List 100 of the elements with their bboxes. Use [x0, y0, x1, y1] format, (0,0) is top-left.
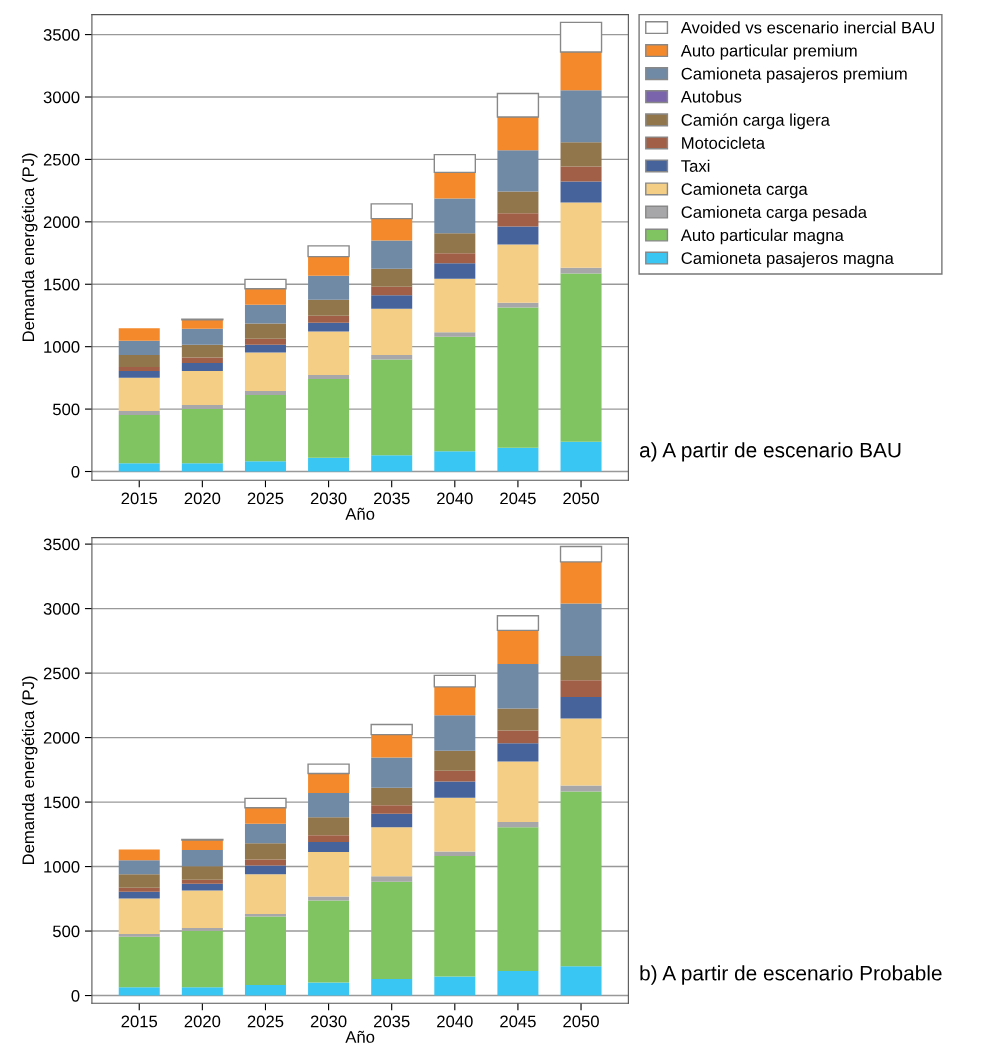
bar [371, 787, 413, 806]
bar [434, 851, 476, 857]
bar [371, 308, 413, 355]
y-tick-label: 0 [71, 465, 80, 478]
bar [497, 116, 539, 151]
bar [371, 757, 413, 788]
bar [496, 614, 540, 632]
y-tick-label: 1500 [44, 278, 80, 291]
bar [434, 856, 476, 977]
bar [560, 441, 602, 472]
bar [308, 817, 350, 836]
legend-label: Camión carga ligera [681, 113, 830, 130]
y-tick-label: 3000 [43, 91, 80, 104]
bar [308, 315, 350, 323]
x-tick-label: 2015 [121, 492, 158, 505]
bar [308, 322, 350, 332]
bar [497, 761, 539, 822]
y-tick-label: 1000 [44, 860, 80, 873]
bar [434, 332, 476, 337]
bar [371, 881, 413, 980]
bar [308, 374, 350, 379]
y-tick-label: 2500 [43, 667, 80, 680]
bar [560, 696, 602, 719]
bar [497, 743, 539, 762]
x-tick-label: 2050 [563, 492, 599, 505]
bar [560, 791, 602, 967]
legend-label: Camioneta carga [681, 182, 808, 199]
bar [434, 686, 476, 716]
bar [244, 797, 287, 809]
y-tick-label: 2500 [43, 153, 80, 166]
bar [434, 797, 476, 852]
x-tick-label: 2020 [184, 1015, 221, 1028]
bar [118, 898, 160, 935]
y-tick-label: 1000 [44, 341, 80, 353]
bar [434, 233, 476, 254]
bar [560, 52, 602, 91]
text: a) A partir de escenario BAU [639, 442, 901, 462]
bar [560, 561, 602, 604]
bar [118, 328, 160, 341]
bar [308, 982, 350, 996]
bar [181, 879, 223, 884]
bar [308, 275, 350, 300]
legend-label: Autobus [680, 90, 742, 103]
x-tick-label: 2015 [121, 1015, 158, 1028]
bar [434, 770, 476, 782]
bar [559, 21, 603, 53]
y-tick-label: 3000 [43, 603, 80, 615]
bar [371, 827, 413, 877]
bar [497, 213, 539, 227]
text: b) A partir de escenario Probable [640, 965, 942, 985]
bar [181, 404, 223, 410]
bar [434, 715, 476, 751]
bar [370, 723, 413, 736]
bar [371, 240, 413, 269]
bar [244, 807, 286, 824]
bar [371, 734, 413, 758]
bar [371, 268, 413, 287]
bar [560, 90, 602, 143]
bar [308, 896, 350, 901]
bar [560, 966, 602, 996]
bar [434, 278, 476, 333]
bar [244, 390, 286, 395]
bar [497, 708, 539, 731]
x-tick-label: 2030 [310, 1015, 347, 1028]
bar [560, 680, 602, 697]
bar [244, 338, 286, 345]
bar [497, 244, 539, 303]
y-tick-label: 3500 [43, 538, 80, 551]
bar [118, 874, 160, 888]
legend-label: Auto particular premium [680, 44, 857, 60]
bar [118, 340, 160, 355]
bar [497, 827, 539, 972]
bar [497, 630, 539, 665]
bar [244, 461, 286, 472]
bar [434, 336, 476, 452]
bar [118, 987, 160, 996]
bar [244, 394, 286, 462]
bar [434, 198, 476, 234]
bar [434, 750, 476, 771]
bar [371, 354, 413, 360]
y-tick-label: 500 [52, 925, 80, 938]
bar [118, 377, 160, 411]
y-tick-label: 500 [52, 403, 80, 416]
x-tick-label: 2040 [437, 492, 473, 505]
bar [181, 866, 223, 880]
bar [560, 603, 602, 656]
x-tick-label: 2035 [374, 492, 410, 505]
bar [244, 304, 286, 324]
bar [497, 821, 539, 828]
bar [560, 166, 602, 182]
bar [181, 344, 223, 358]
bar [118, 410, 160, 416]
bar [434, 976, 476, 996]
legend-label: Camioneta carga pesada [681, 205, 867, 222]
bar [433, 153, 477, 174]
bar [560, 202, 602, 268]
bar [118, 354, 160, 367]
bar [244, 323, 286, 339]
x-tick-label: 2040 [437, 1015, 473, 1028]
x-tick-label: 2045 [500, 492, 536, 505]
